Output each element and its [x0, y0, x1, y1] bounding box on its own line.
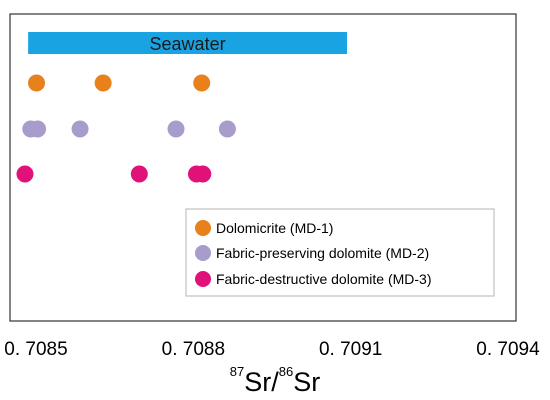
x-tick-label-3: 0. 7091	[319, 339, 382, 360]
x-tick-labels: 0. 7085 0. 7088 0. 7091 0. 7094	[4, 339, 540, 360]
x-axis-label: 87Sr/86Sr	[230, 364, 320, 397]
x-label-sup-86: 86	[279, 364, 293, 379]
point-series2-5	[218, 120, 236, 138]
legend-items: Dolomicrite (MD-1) Fabric-preserving dolo…	[195, 220, 432, 287]
x-tick-label-1: 0. 7085	[4, 339, 67, 360]
legend: Dolomicrite (MD-1) Fabric-preserving dolo…	[185, 208, 495, 297]
point-series3-1	[16, 165, 34, 183]
x-label-sup-87: 87	[230, 364, 244, 379]
point-series2-2	[29, 120, 47, 138]
x-label-part1: Sr/	[244, 367, 279, 397]
legend-label-1: Dolomicrite (MD-1)	[216, 220, 333, 236]
x-tick-label-4: 0. 7094	[476, 339, 540, 360]
x-label-part2: Sr	[293, 367, 320, 397]
point-series1-2	[94, 74, 112, 92]
point-series1-1	[28, 74, 46, 92]
point-series1-3	[193, 74, 211, 92]
seawater-band	[28, 32, 347, 54]
point-series3-2	[130, 165, 148, 183]
point-series2-4	[167, 120, 185, 138]
legend-label-2: Fabric-preserving dolomite (MD-2)	[216, 245, 429, 261]
seawater-band-group: Seawater	[28, 32, 347, 54]
legend-marker-2	[195, 245, 211, 261]
plot-frame	[9, 13, 517, 322]
point-series3-4	[194, 165, 212, 183]
data-points	[16, 74, 236, 183]
x-tick-label-2: 0. 7088	[162, 339, 225, 360]
point-series2-3	[71, 120, 89, 138]
seawater-band-label: Seawater	[150, 34, 226, 54]
legend-box	[185, 208, 495, 297]
legend-marker-1	[195, 220, 211, 236]
legend-marker-3	[195, 271, 211, 287]
legend-label-3: Fabric-destructive dolomite (MD-3)	[216, 271, 432, 287]
